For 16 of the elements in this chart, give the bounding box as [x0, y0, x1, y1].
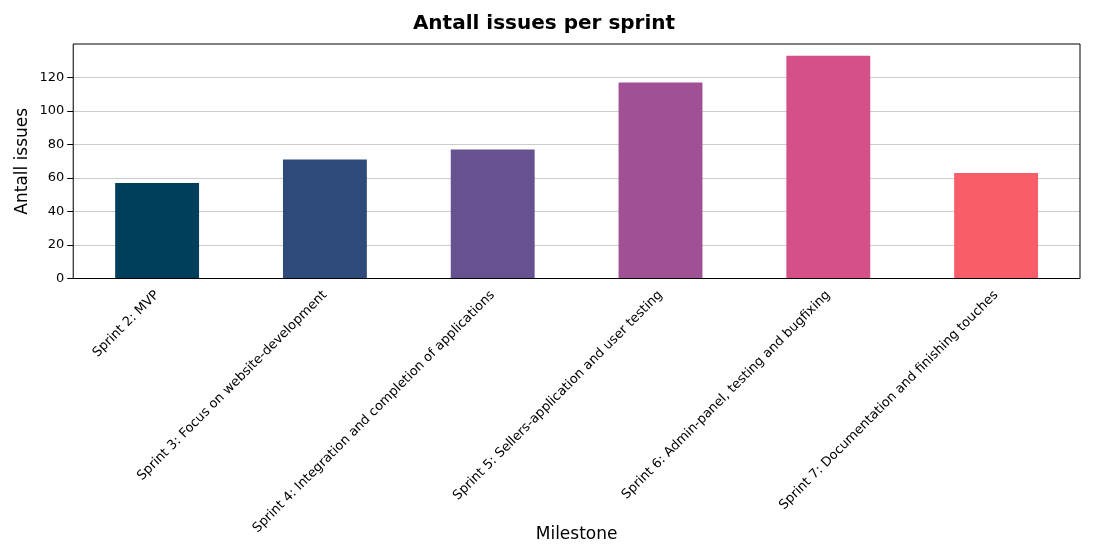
bar: [786, 55, 871, 278]
bar: [282, 159, 367, 278]
y-tick-label: 20: [47, 236, 65, 252]
y-tick-label: 80: [47, 135, 65, 151]
y-tick-label: 120: [39, 68, 65, 84]
bar: [115, 183, 200, 278]
x-axis-title: Milestone: [535, 523, 618, 544]
bar: [954, 172, 1039, 278]
y-tick-label: 60: [47, 169, 65, 185]
y-tick-label: 0: [55, 269, 65, 285]
y-tick-label: 100: [39, 102, 65, 118]
bar: [618, 82, 703, 278]
y-axis-title: Antall issues: [10, 107, 31, 215]
bar: [450, 149, 535, 278]
y-tick-label: 40: [47, 202, 65, 218]
chart-title: Antall issues per sprint: [412, 10, 676, 35]
